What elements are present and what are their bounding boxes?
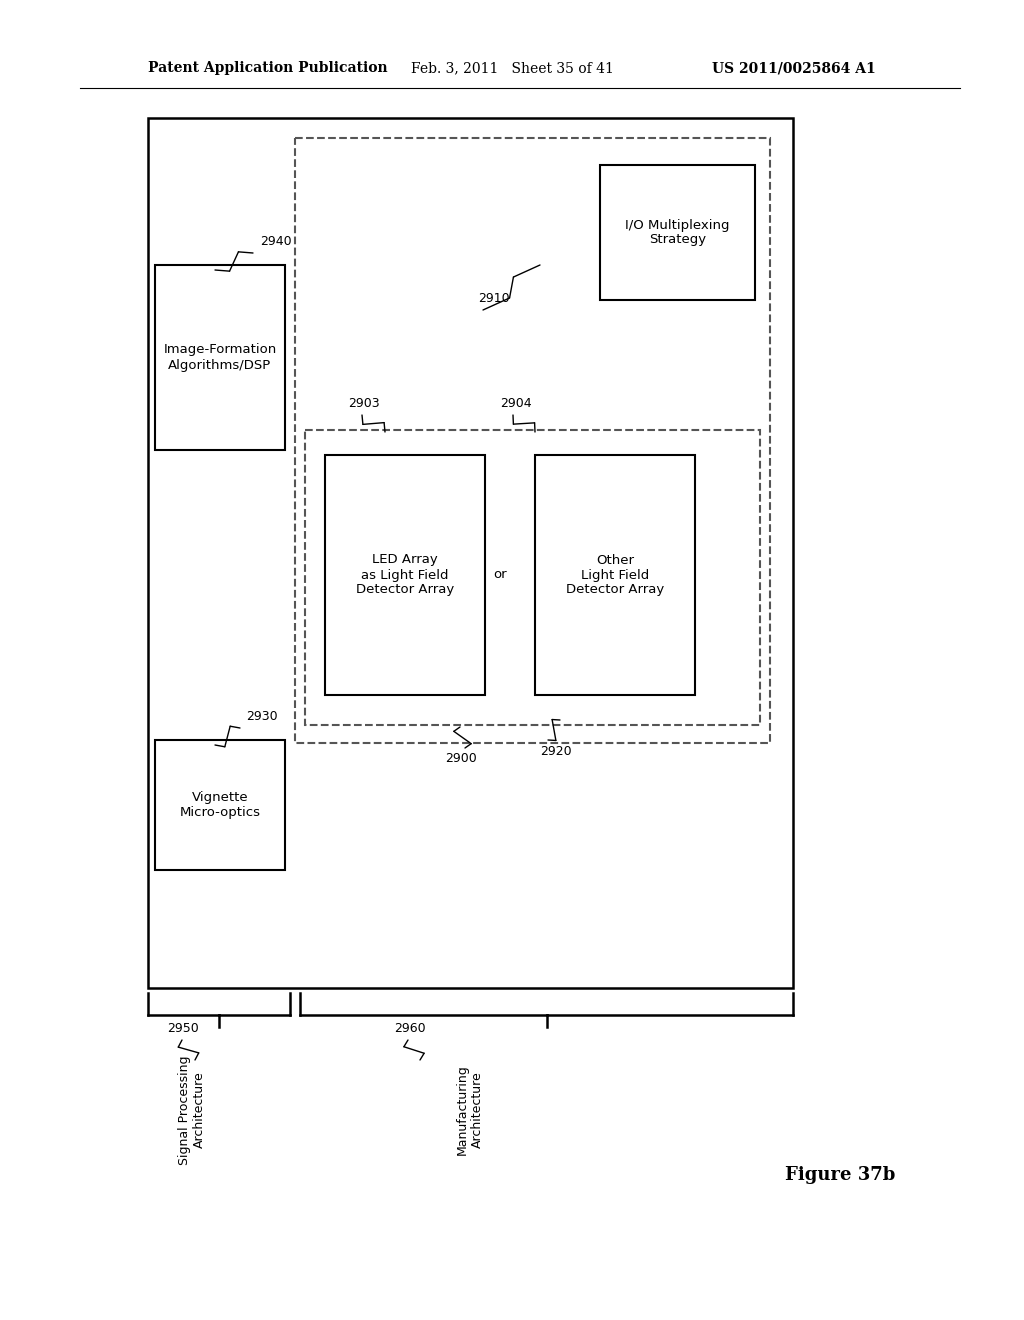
Text: Manufacturing
Architecture: Manufacturing Architecture — [456, 1065, 484, 1155]
Bar — [155, 265, 285, 450]
Bar — [155, 741, 285, 870]
Bar — [295, 139, 770, 743]
Text: Signal Processing
Architecture: Signal Processing Architecture — [178, 1055, 206, 1164]
Text: Feb. 3, 2011   Sheet 35 of 41: Feb. 3, 2011 Sheet 35 of 41 — [411, 61, 613, 75]
Text: 2960: 2960 — [394, 1022, 426, 1035]
Text: 2930: 2930 — [246, 710, 278, 723]
Text: 2940: 2940 — [260, 235, 292, 248]
Text: I/O Multiplexing
Strategy: I/O Multiplexing Strategy — [626, 219, 730, 247]
Bar — [148, 117, 793, 987]
Text: Figure 37b: Figure 37b — [784, 1166, 895, 1184]
Text: 2910: 2910 — [478, 292, 510, 305]
Text: Image-Formation
Algorithms/DSP: Image-Formation Algorithms/DSP — [164, 343, 276, 371]
Text: Vignette
Micro-optics: Vignette Micro-optics — [179, 791, 260, 818]
Text: LED Array
as Light Field
Detector Array: LED Array as Light Field Detector Array — [356, 553, 454, 597]
Text: Other
Light Field
Detector Array: Other Light Field Detector Array — [566, 553, 665, 597]
Text: 2900: 2900 — [445, 752, 477, 766]
Bar — [305, 430, 760, 725]
Text: or: or — [494, 569, 507, 582]
Bar — [535, 455, 695, 696]
Bar — [600, 165, 755, 300]
Text: 2904: 2904 — [500, 397, 531, 411]
Bar — [325, 455, 485, 696]
Text: 2920: 2920 — [540, 744, 571, 758]
Text: 2903: 2903 — [348, 397, 380, 411]
Text: US 2011/0025864 A1: US 2011/0025864 A1 — [713, 61, 876, 75]
Text: 2950: 2950 — [167, 1022, 199, 1035]
Text: Patent Application Publication: Patent Application Publication — [148, 61, 388, 75]
